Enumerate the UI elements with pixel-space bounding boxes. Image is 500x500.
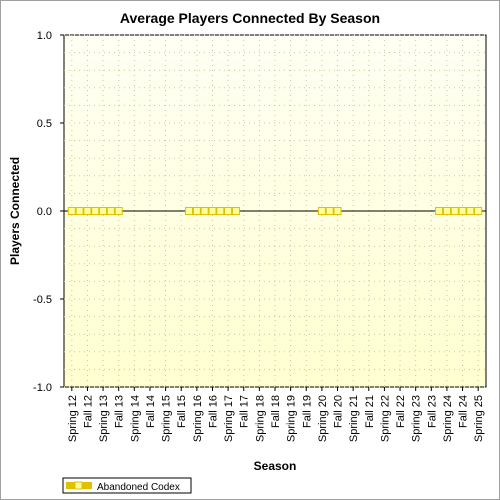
y-tick-label: -1.0 — [33, 382, 52, 394]
x-tick-label: Fall 13 — [114, 395, 126, 428]
data-point — [83, 207, 92, 215]
data-point — [224, 207, 233, 215]
x-tick-label: Spring 15 — [161, 395, 173, 442]
legend: Abandoned Codex — [62, 477, 192, 494]
data-point — [67, 207, 76, 215]
x-tick-label: Spring 21 — [348, 395, 360, 442]
x-tick-label: Fall 14 — [145, 395, 157, 428]
data-point — [75, 207, 84, 215]
x-tick-label: Fall 21 — [364, 395, 376, 428]
x-tick-label: Spring 16 — [192, 395, 204, 442]
chart-title: Average Players Connected By Season — [120, 10, 380, 26]
x-axis-ticks: Spring 12 Fall 12 Spring 13 Fall 13 Spring 1… — [67, 387, 485, 442]
y-tick-label: 1.0 — [37, 30, 52, 42]
x-tick-label: Spring 23 — [411, 395, 423, 442]
data-point — [442, 207, 451, 215]
data-point — [216, 207, 225, 215]
x-tick-label: Fall 22 — [395, 395, 407, 428]
x-tick-label: Spring 22 — [379, 395, 391, 442]
data-point — [317, 207, 326, 215]
series-layer — [67, 207, 483, 215]
data-point — [458, 207, 467, 215]
x-tick-label: Spring 18 — [254, 395, 266, 442]
x-tick-label: Spring 25 — [473, 395, 485, 442]
legend-box — [62, 477, 192, 494]
y-axis-label: Players Connected — [8, 157, 22, 265]
legend-marker — [74, 481, 83, 490]
x-tick-label: Spring 19 — [286, 395, 298, 442]
x-tick-label: Fall 20 — [333, 395, 345, 428]
data-point — [185, 207, 194, 215]
legend-label: Abandoned Codex — [97, 482, 180, 493]
x-tick-label: Fall 24 — [458, 395, 470, 428]
data-point — [231, 207, 240, 215]
x-tick-label: Fall 16 — [207, 395, 219, 428]
x-tick-label: Spring 14 — [129, 395, 141, 442]
y-axis-ticks: 1.0 0.5 0.0 -0.5 -1.0 — [33, 30, 64, 394]
data-point — [106, 207, 115, 215]
x-tick-label: Fall 18 — [270, 395, 282, 428]
x-axis-label: Season — [254, 459, 297, 473]
data-point — [192, 207, 201, 215]
data-point — [333, 207, 342, 215]
data-point — [200, 207, 209, 215]
x-tick-label: Fall 15 — [176, 395, 188, 428]
x-tick-label: Fall 12 — [82, 395, 94, 428]
x-tick-label: Fall 19 — [301, 395, 313, 428]
x-tick-label: Spring 17 — [223, 395, 235, 442]
data-point — [208, 207, 217, 215]
data-point — [466, 207, 475, 215]
x-tick-label: Spring 12 — [67, 395, 79, 442]
data-point — [91, 207, 100, 215]
x-tick-label: Spring 20 — [317, 395, 329, 442]
y-tick-label: 0.0 — [37, 206, 52, 218]
data-point — [99, 207, 108, 215]
x-tick-label: Fall 17 — [239, 395, 251, 428]
x-tick-label: Spring 24 — [442, 395, 454, 442]
data-point — [474, 207, 483, 215]
data-point — [114, 207, 123, 215]
x-tick-label: Fall 23 — [426, 395, 438, 428]
x-tick-label: Spring 13 — [98, 395, 110, 442]
data-point — [435, 207, 444, 215]
data-point — [450, 207, 459, 215]
data-point — [325, 207, 334, 215]
y-tick-label: -0.5 — [33, 294, 52, 306]
y-tick-label: 0.5 — [37, 118, 52, 130]
